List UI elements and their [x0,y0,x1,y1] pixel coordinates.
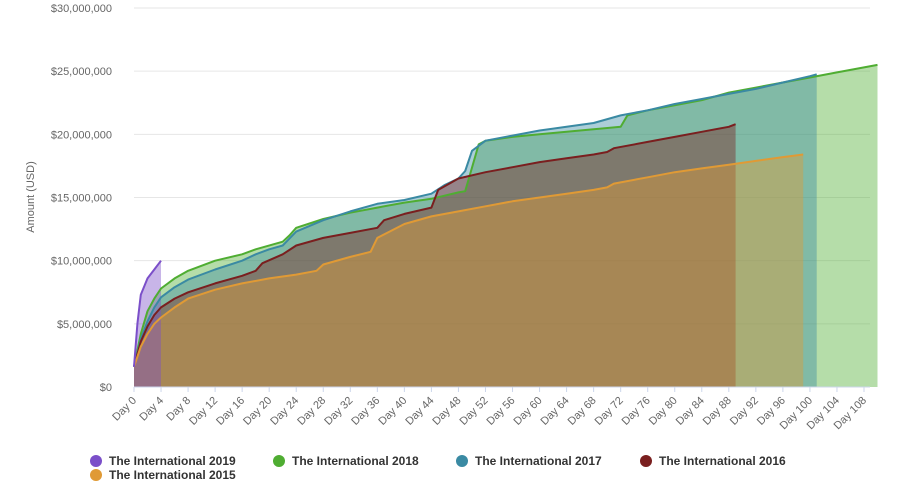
x-tick-label: Day 64 [539,395,572,428]
x-tick-label: Day 44 [403,395,436,428]
x-tick-label: Day 32 [322,395,355,428]
x-tick-label: Day 72 [593,395,626,428]
legend-marker-icon [90,455,102,467]
series-lines [133,63,878,368]
legend-marker-icon [273,455,285,467]
legend-label: The International 2015 [109,468,236,482]
legend-marker-icon [456,455,468,467]
series-area [134,124,736,387]
x-tick-label: Day 92 [728,395,761,428]
x-tick-label: Day 68 [566,395,599,428]
y-axis-ticks: $0 $5,000,000 $10,000,000 $15,000,000 $20,00… [51,3,112,394]
x-tick-label: Day 56 [485,395,518,428]
series-area [134,74,817,388]
y-tick-label: $0 [100,382,112,394]
legend-item-ti2019[interactable]: The International 2019 [90,454,236,468]
series-area [134,64,878,388]
legend-label: The International 2018 [292,454,419,468]
series-area [134,154,804,387]
x-tick-label: Day 20 [241,395,274,428]
series-line [133,260,162,367]
x-tick-label: Day 88 [701,395,734,428]
series-line [133,153,804,368]
x-tick-label: Day 84 [674,395,707,428]
x-tick-label: Day 60 [512,395,545,428]
legend-item-ti2016[interactable]: The International 2016 [640,454,786,468]
x-tick-label: Day 76 [620,395,653,428]
y-tick-label: $15,000,000 [51,193,112,205]
legend-label: The International 2017 [475,454,602,468]
y-axis-title: Amount (USD) [25,161,37,233]
series-line [133,123,736,368]
x-tick-label: Day 80 [647,395,680,428]
grid-lines [134,7,870,388]
x-tick-label: Day 0 [110,395,139,424]
legend-label: The International 2019 [109,454,236,468]
x-tick-label: Day 40 [376,395,409,428]
y-tick-label: $25,000,000 [51,66,112,78]
chart: $0 $5,000,000 $10,000,000 $15,000,000 $20,00… [25,3,878,432]
legend-marker-icon [640,455,652,467]
y-tick-label: $5,000,000 [57,319,112,331]
series-areas [134,64,878,388]
y-tick-label: $20,000,000 [51,129,112,141]
legend-item-ti2018[interactable]: The International 2018 [273,454,419,468]
legend-item-ti2015[interactable]: The International 2015 [90,468,236,482]
x-tick-label: Day 28 [295,395,328,428]
x-tick-label: Day 24 [268,395,301,428]
x-tick-label: Day 4 [137,395,166,424]
legend-item-ti2017[interactable]: The International 2017 [456,454,602,468]
x-tick-label: Day 16 [214,395,247,428]
y-tick-label: $10,000,000 [51,256,112,268]
x-tick-label: Day 36 [349,395,382,428]
y-tick-label: $30,000,000 [51,3,112,15]
x-tick-label: Day 12 [187,395,220,428]
legend-marker-icon [90,469,102,481]
legend-label: The International 2016 [659,454,786,468]
x-tick-label: Day 52 [457,395,490,428]
x-tick-label: Day 48 [430,395,463,428]
